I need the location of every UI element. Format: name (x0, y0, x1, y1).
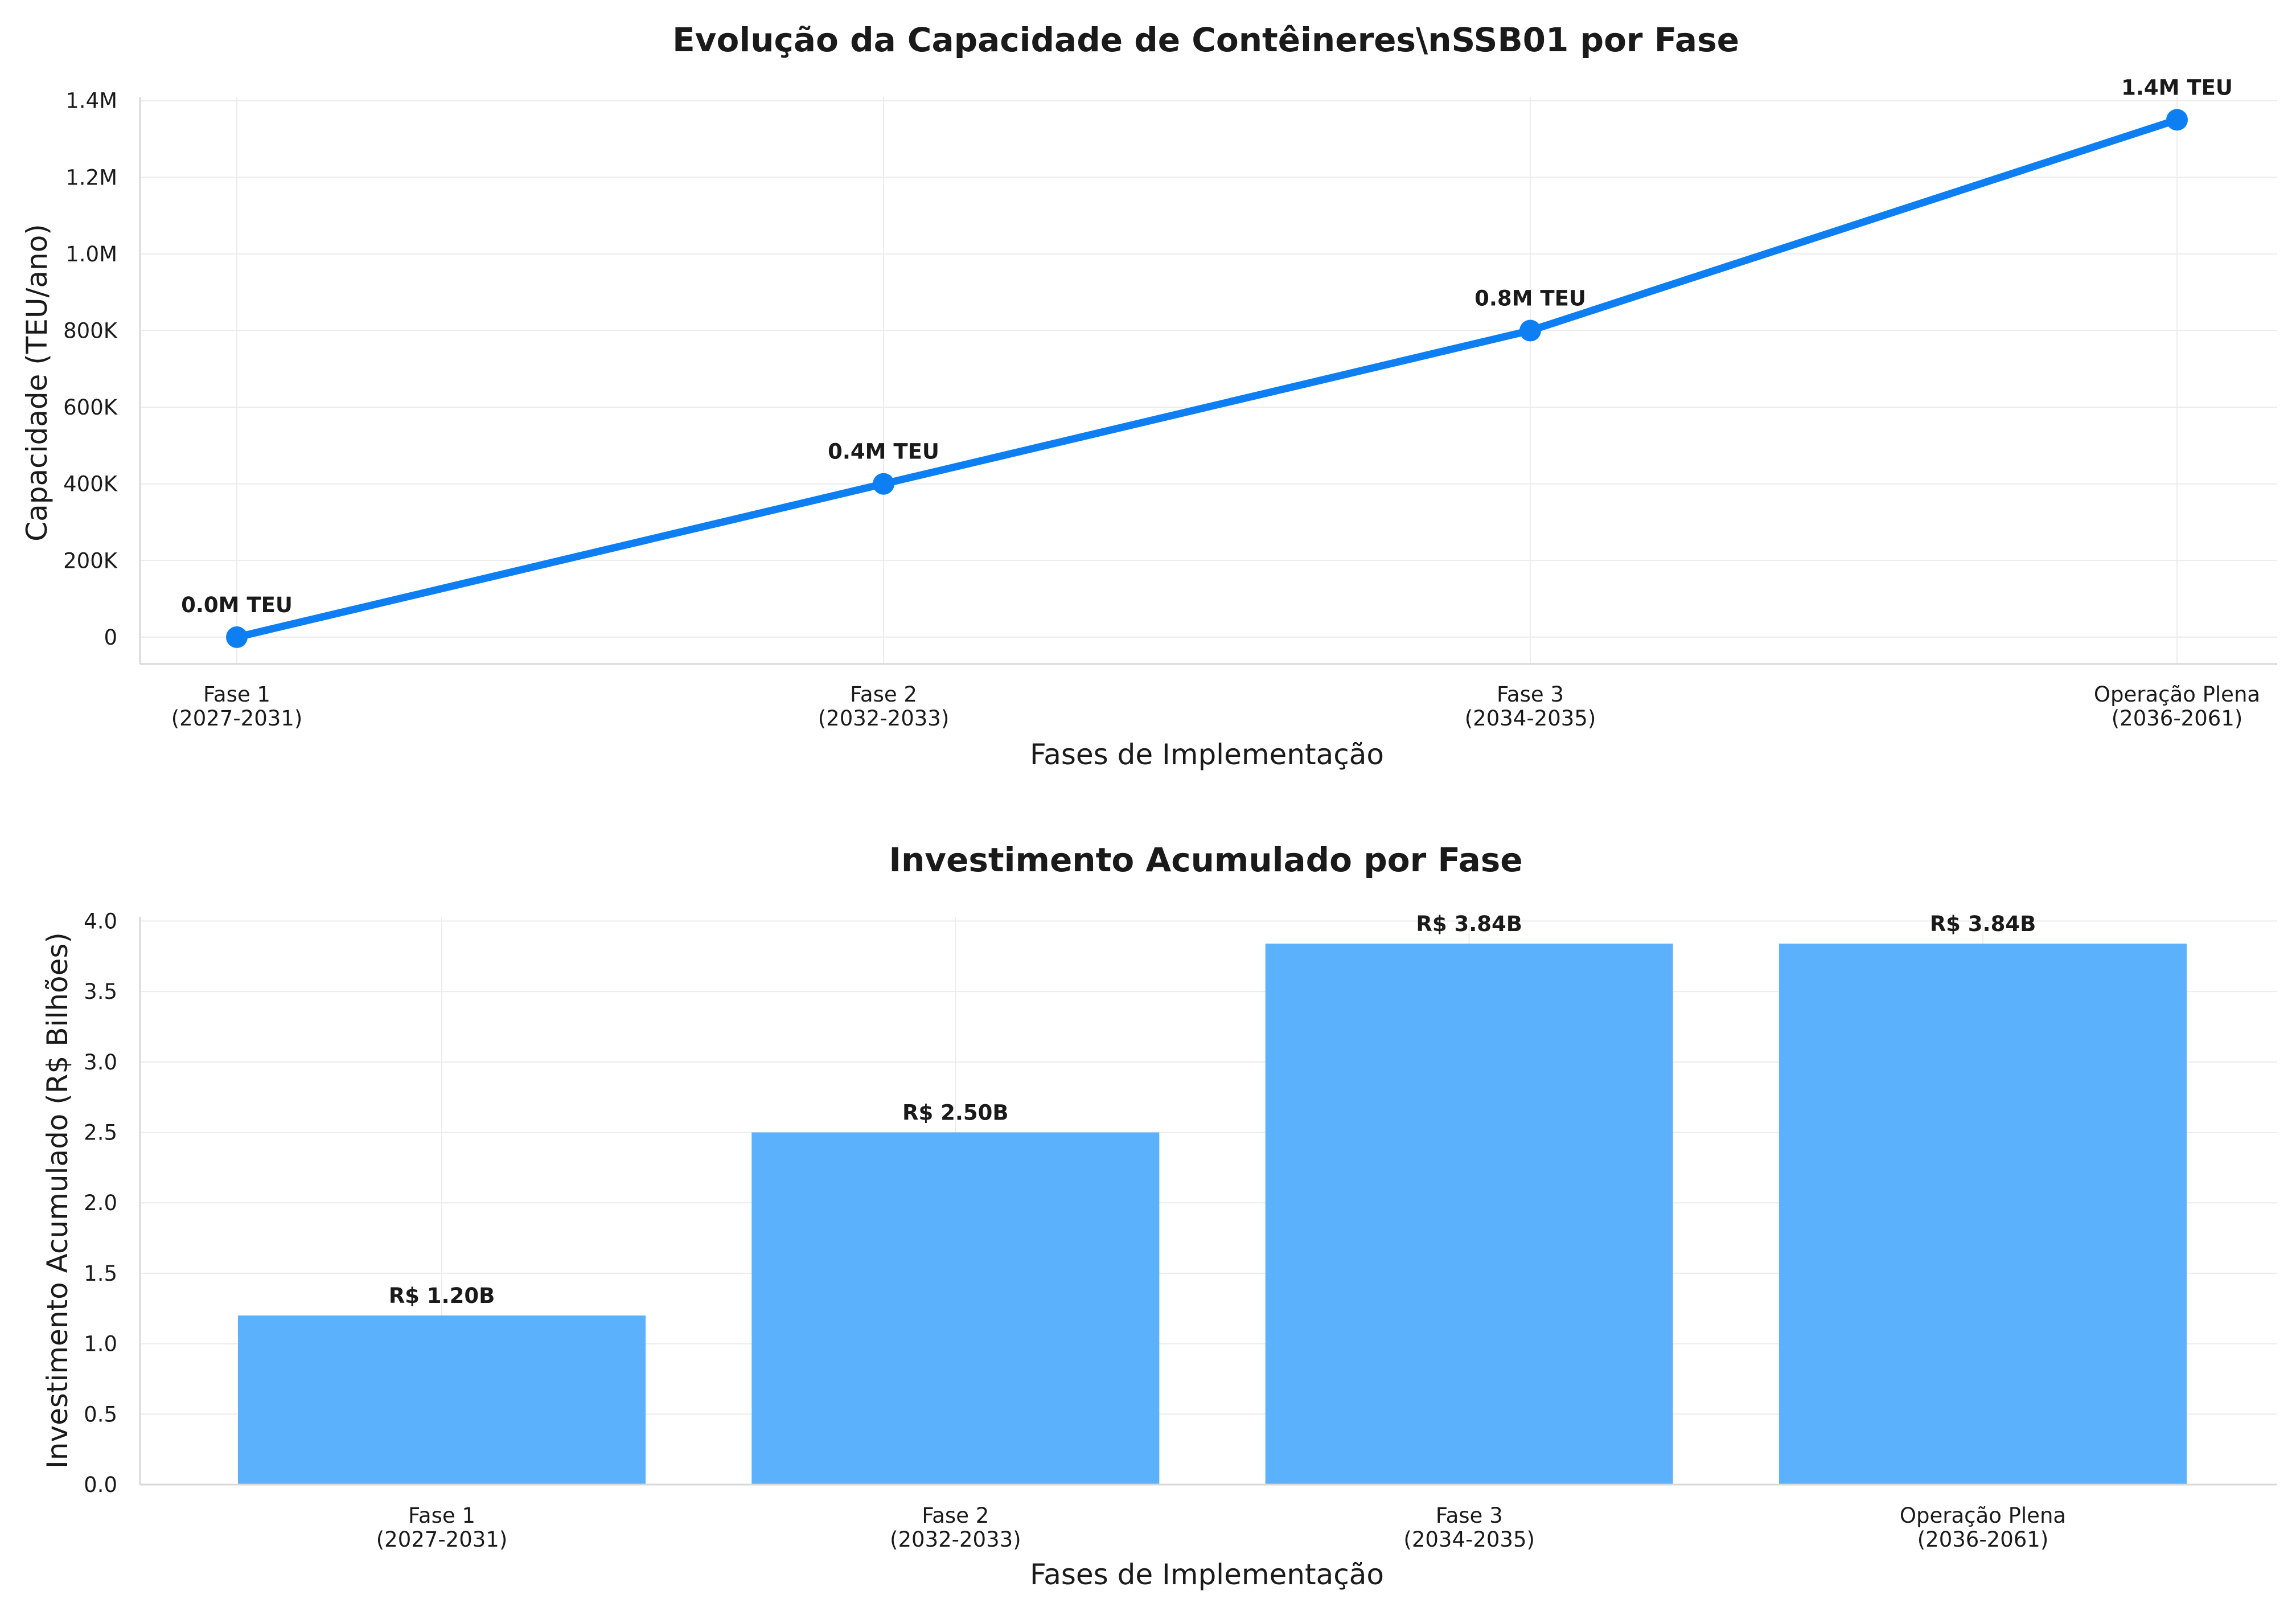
y-tick-label: 0 (104, 625, 117, 650)
x-tick-label: Fase 1 (2027-2031) (376, 1503, 508, 1552)
y-tick-label: 1.0 (84, 1332, 117, 1356)
y-tick-label: 400K (63, 472, 118, 497)
capacity-line-chart: Evolução da Capacidade de Contêineres\nS… (20, 21, 2277, 771)
x-axis-ticks: Fase 1 (2027-2031) Fase 2 (2032-2033) Fase 3… (171, 682, 2260, 731)
y-tick-label: 3.5 (84, 979, 117, 1004)
data-label: R$ 3.84B (1416, 912, 1522, 936)
x-axis-label: Fases de Implementação (1030, 1558, 1384, 1591)
data-point (1519, 319, 1541, 342)
chart-title: Investimento Acumulado por Fase (889, 841, 1522, 879)
y-tick-label: 1.0M (65, 242, 117, 267)
y-tick-label: 200K (63, 548, 118, 573)
bar (751, 1132, 1160, 1485)
data-point (2166, 109, 2188, 131)
series-investment (238, 944, 2187, 1485)
data-label: 0.0M TEU (181, 593, 293, 617)
x-axis-label: Fases de Implementação (1030, 738, 1384, 771)
y-tick-label: 2.0 (84, 1191, 117, 1215)
y-tick-label: 800K (63, 319, 118, 343)
x-tick-label: Fase 2 (2032-2033) (818, 682, 950, 731)
x-axis-ticks: Fase 1 (2027-2031) Fase 2 (2032-2033) Fase 3… (376, 1503, 2066, 1552)
x-tick-label: Operação Plena (2036-2061) (1900, 1503, 2066, 1552)
series-line (236, 116, 2179, 641)
data-label: 1.4M TEU (2121, 75, 2233, 100)
data-label: 0.8M TEU (1474, 286, 1586, 311)
x-tick-label: Fase 3 (2034-2035) (1465, 682, 1596, 731)
y-axis-label: Investimento Acumulado (R$ Bilhões) (41, 932, 74, 1469)
x-tick-label: Fase 2 (2032-2033) (890, 1503, 1021, 1552)
data-label: 0.4M TEU (828, 440, 939, 464)
x-tick-label: Fase 1 (2027-2031) (171, 682, 303, 731)
y-tick-label: 1.4M (65, 89, 117, 113)
x-tick-label: Fase 3 (2034-2035) (1403, 1503, 1535, 1552)
y-tick-label: 3.0 (84, 1050, 117, 1075)
y-axis-ticks: 0 200K 400K 600K 800K 1.0M 1.2M 1.4M (63, 89, 118, 650)
bar (238, 1315, 646, 1485)
y-axis-label: Capacidade (TEU/ano) (20, 224, 54, 542)
y-tick-label: 4.0 (84, 909, 117, 933)
data-point (226, 626, 248, 648)
data-label: R$ 2.50B (902, 1101, 1009, 1125)
bar (1779, 944, 2187, 1485)
x-tick-label: Operação Plena (2036-2061) (2094, 682, 2260, 731)
data-point (873, 473, 894, 495)
series-capacity (226, 109, 2188, 648)
y-tick-label: 600K (63, 395, 118, 420)
y-tick-label: 1.5 (84, 1261, 117, 1286)
y-tick-label: 0.5 (84, 1402, 117, 1426)
data-label: R$ 1.20B (389, 1284, 495, 1308)
y-tick-label: 2.5 (84, 1121, 117, 1145)
investment-bar-chart: Investimento Acumulado por Fase 0.0 0.5 1.… (41, 841, 2277, 1591)
chart-title: Evolução da Capacidade de Contêineres\nS… (672, 21, 1739, 59)
bar (1265, 944, 1673, 1485)
data-labels: R$ 1.20B R$ 2.50B R$ 3.84B R$ 3.84B (389, 912, 2036, 1308)
y-tick-label: 1.2M (65, 165, 117, 190)
y-axis-ticks: 0.0 0.5 1.0 1.5 2.0 2.5 3.0 3.5 4.0 (84, 909, 117, 1497)
grid (140, 97, 2277, 664)
data-labels: 0.0M TEU 0.4M TEU 0.8M TEU 1.4M TEU (181, 75, 2233, 617)
y-tick-label: 0.0 (84, 1473, 117, 1497)
data-label: R$ 3.84B (1930, 912, 2036, 936)
